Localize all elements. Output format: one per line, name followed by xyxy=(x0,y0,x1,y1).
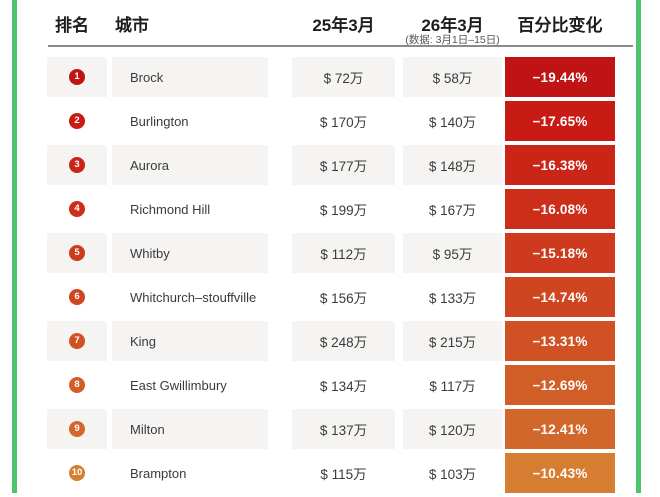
city-cell: Milton xyxy=(112,409,268,449)
table-row: 10 Brampton $ 115万 $ 103万 −10.43% xyxy=(47,453,615,493)
mar25-price-cell: $ 248万 xyxy=(292,321,395,361)
mar26-price-cell: $ 95万 xyxy=(403,233,502,273)
rank-cell: 3 xyxy=(47,145,107,185)
rank-badge: 2 xyxy=(69,113,85,129)
table-row: 5 Whitby $ 112万 $ 95万 −15.18% xyxy=(47,233,615,273)
rank-badge: 7 xyxy=(69,333,85,349)
mar25-price-cell: $ 199万 xyxy=(319,203,368,218)
header-mar26-note: (数据: 3月1日–15日) xyxy=(405,34,500,46)
rank-badge: 10 xyxy=(69,465,85,481)
pct-change-cell: −16.08% xyxy=(505,189,615,229)
rank-cell: 1 xyxy=(47,57,107,97)
mar26-price-cell: $ 148万 xyxy=(403,145,502,185)
card-border-left xyxy=(12,0,17,493)
mar26-price-cell: $ 215万 xyxy=(403,321,502,361)
table-row: 8 East Gwillimbury $ 134万 $ 117万 −12.69% xyxy=(47,365,615,405)
rank-badge: 4 xyxy=(69,201,85,217)
city-cell: East Gwillimbury xyxy=(130,377,227,393)
rank-badge: 1 xyxy=(69,69,85,85)
mar25-price-cell: $ 156万 xyxy=(319,291,368,306)
table-row: 6 Whitchurch–stouffville $ 156万 $ 133万 −… xyxy=(47,277,615,317)
mar25-price-cell: $ 170万 xyxy=(319,115,368,130)
header-rank: 排名 xyxy=(55,16,89,35)
mar25-price-cell: $ 72万 xyxy=(292,57,395,97)
table-row: 4 Richmond Hill $ 199万 $ 167万 −16.08% xyxy=(47,189,615,229)
city-cell: Richmond Hill xyxy=(130,201,211,217)
rank-cell: 4 xyxy=(47,189,107,229)
pct-change-cell: −13.31% xyxy=(505,321,615,361)
pct-change-cell: −10.43% xyxy=(505,453,615,493)
mar25-price-cell: $ 112万 xyxy=(292,233,395,273)
pct-change-cell: −12.69% xyxy=(505,365,615,405)
mar26-price-cell: $ 133万 xyxy=(428,291,477,306)
table-row: 2 Burlington $ 170万 $ 140万 −17.65% xyxy=(47,101,615,141)
mar26-price-cell: $ 103万 xyxy=(428,467,477,482)
pct-change-cell: −12.41% xyxy=(505,409,615,449)
city-cell: Whitchurch–stouffville xyxy=(130,289,257,305)
rank-cell: 2 xyxy=(47,101,107,141)
rank-cell: 5 xyxy=(47,233,107,273)
header-mar26: 26年3月 xyxy=(421,16,484,35)
header-mar25: 25年3月 xyxy=(312,16,375,35)
rank-cell: 7 xyxy=(47,321,107,361)
rank-cell: 8 xyxy=(47,365,107,405)
mar25-price-cell: $ 137万 xyxy=(292,409,395,449)
pct-change-cell: −15.18% xyxy=(505,233,615,273)
pct-change-cell: −17.65% xyxy=(505,101,615,141)
header-city: 城市 xyxy=(115,16,149,35)
rank-badge: 3 xyxy=(69,157,85,173)
mar25-price-cell: $ 177万 xyxy=(292,145,395,185)
mar26-price-cell: $ 140万 xyxy=(428,115,477,130)
city-cell: Whitby xyxy=(112,233,268,273)
table-row: 1 Brock $ 72万 $ 58万 −19.44% xyxy=(47,57,615,97)
ranking-table: 1 Brock $ 72万 $ 58万 −19.44% 2 Burlington… xyxy=(47,57,615,497)
pct-change-cell: −14.74% xyxy=(505,277,615,317)
rank-badge: 9 xyxy=(69,421,85,437)
rank-cell: 6 xyxy=(47,277,107,317)
rank-badge: 5 xyxy=(69,245,85,261)
city-cell: King xyxy=(112,321,268,361)
rank-badge: 6 xyxy=(69,289,85,305)
pct-change-cell: −19.44% xyxy=(505,57,615,97)
mar25-price-cell: $ 115万 xyxy=(320,467,367,482)
mar26-price-cell: $ 120万 xyxy=(403,409,502,449)
table-row: 7 King $ 248万 $ 215万 −13.31% xyxy=(47,321,615,361)
mar25-price-cell: $ 134万 xyxy=(319,379,368,394)
header-pct-change: 百分比变化 xyxy=(517,16,603,35)
mar26-price-cell: $ 58万 xyxy=(403,57,502,97)
table-row: 9 Milton $ 137万 $ 120万 −12.41% xyxy=(47,409,615,449)
rank-cell: 10 xyxy=(47,453,107,493)
header-divider xyxy=(48,45,633,47)
mar26-price-cell: $ 117万 xyxy=(429,379,476,394)
city-cell: Brock xyxy=(112,57,268,97)
city-cell: Burlington xyxy=(130,113,189,129)
rank-badge: 8 xyxy=(69,377,85,393)
pct-change-cell: −16.38% xyxy=(505,145,615,185)
city-cell: Brampton xyxy=(130,465,187,481)
card-border-right xyxy=(636,0,641,493)
city-cell: Aurora xyxy=(112,145,268,185)
rank-cell: 9 xyxy=(47,409,107,449)
table-row: 3 Aurora $ 177万 $ 148万 −16.38% xyxy=(47,145,615,185)
mar26-price-cell: $ 167万 xyxy=(428,203,477,218)
